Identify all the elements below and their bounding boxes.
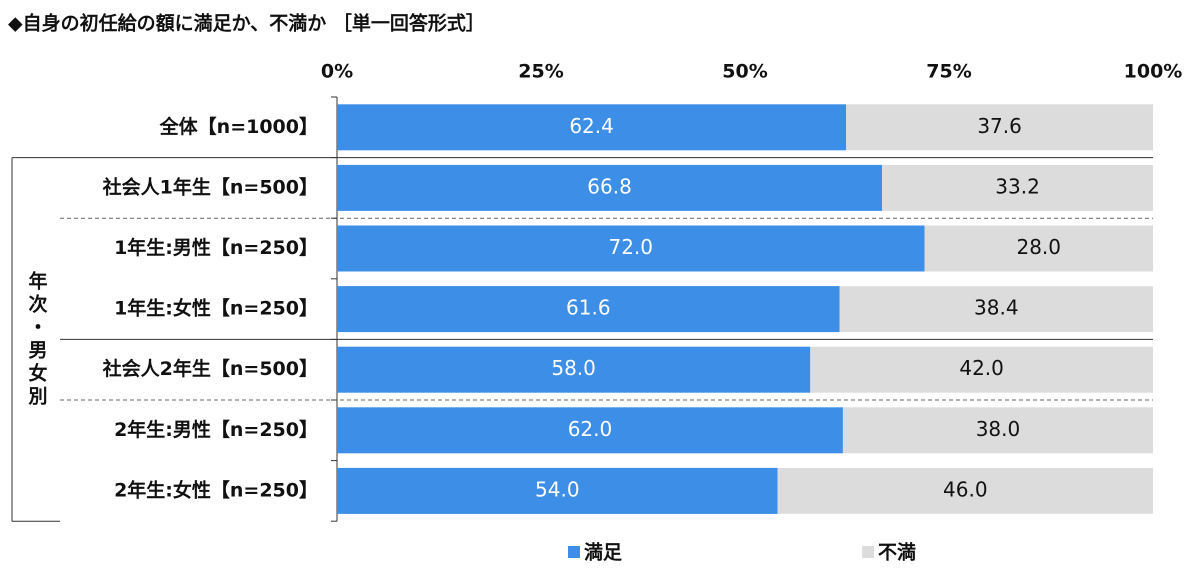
bar-segment (337, 407, 843, 454)
legend-swatch (862, 546, 874, 558)
bar-segment (337, 346, 811, 393)
bar-segment (337, 225, 925, 272)
y-tick-label: 社会人1年生【n=500】 (102, 175, 318, 198)
value-label: 37.6 (977, 114, 1022, 138)
y-tick-label: 全体【n=1000】 (159, 115, 318, 138)
bar-segment (777, 467, 1153, 514)
bar-segment (337, 104, 847, 151)
value-label: 28.0 (1016, 235, 1061, 259)
value-label: 61.6 (566, 296, 611, 320)
value-label: 66.8 (587, 174, 632, 198)
y-tick-label: 2年生:男性【n=250】 (114, 418, 318, 441)
y-tick-label: 1年生:男性【n=250】 (114, 236, 318, 259)
y-tick-label: 社会人2年生【n=500】 (102, 357, 318, 380)
bar-segment (337, 164, 883, 211)
x-tick-label: 25% (518, 61, 563, 83)
x-tick-label: 50% (722, 61, 767, 83)
group-label: 年次・男女別 (26, 270, 48, 409)
x-tick-label: 75% (926, 61, 971, 83)
y-tick-label: 1年生:女性【n=250】 (114, 297, 318, 320)
bar-segment (810, 346, 1153, 393)
value-label: 38.0 (976, 417, 1021, 441)
bar-segment (924, 225, 1153, 272)
bar-segment (846, 104, 1153, 151)
y-tick-label: 2年生:女性【n=250】 (114, 478, 318, 501)
value-label: 42.0 (959, 356, 1004, 380)
bar-segment (337, 467, 778, 514)
value-label: 33.2 (995, 174, 1040, 198)
value-label: 38.4 (974, 296, 1019, 320)
bar-segment (882, 164, 1153, 211)
bar-segment (337, 286, 840, 333)
value-label: 58.0 (551, 356, 596, 380)
bar-segment (839, 286, 1153, 333)
value-label: 62.0 (568, 417, 613, 441)
chart-title: ◆自身の初任給の額に満足か、不満か ［単一回答形式］ (8, 12, 485, 35)
x-tick-label: 100% (1124, 61, 1183, 83)
value-label: 72.0 (608, 235, 653, 259)
value-label: 46.0 (943, 477, 988, 501)
legend-swatch (568, 546, 580, 558)
x-tick-label: 0% (321, 61, 353, 83)
bar-segment (842, 407, 1153, 454)
legend-label: 不満 (878, 542, 916, 564)
value-label: 54.0 (535, 477, 580, 501)
value-label: 62.4 (569, 114, 614, 138)
legend-label: 満足 (584, 542, 623, 564)
